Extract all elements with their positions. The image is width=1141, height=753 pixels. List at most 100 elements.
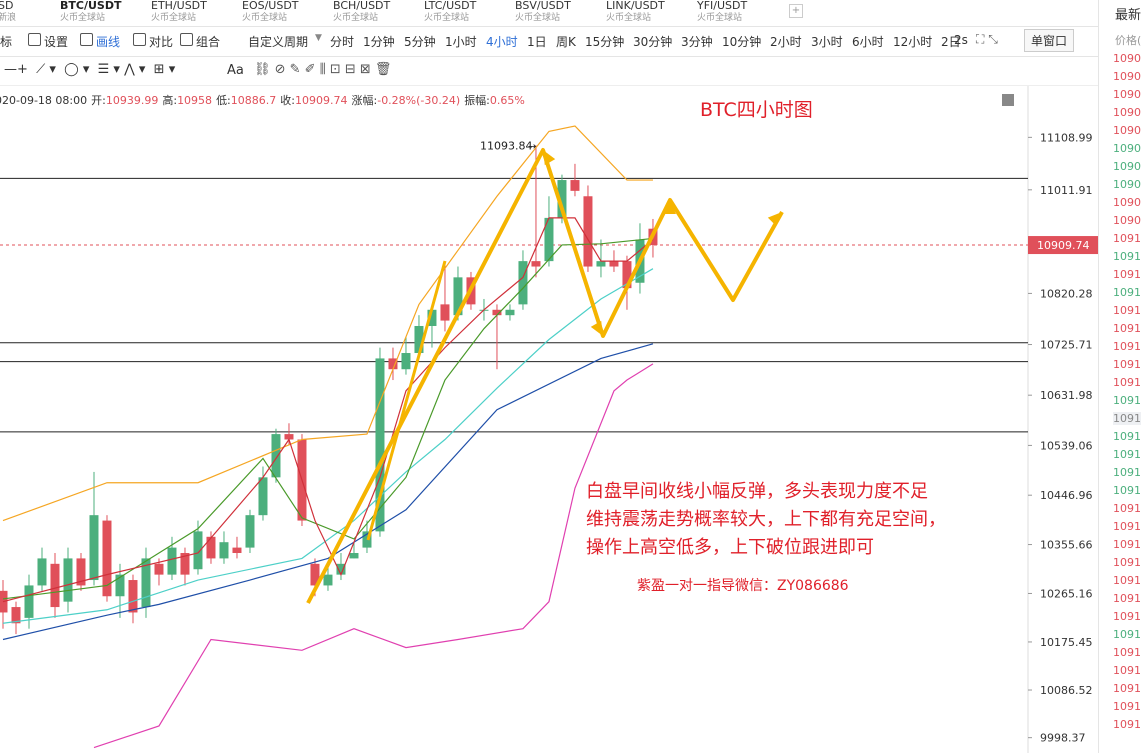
- ohlc-value: 10939.99: [105, 94, 159, 107]
- toolbar-button[interactable]: 设置: [44, 35, 69, 49]
- book-header: 最新: [1115, 8, 1141, 23]
- period-button[interactable]: 3小时: [811, 35, 843, 49]
- tab[interactable]: LINK/USDT 火币全球站: [606, 0, 665, 24]
- book-price: 10910: [1113, 412, 1141, 425]
- period-button[interactable]: 1分钟: [363, 35, 395, 49]
- window-select[interactable]: 单窗口: [1024, 29, 1075, 52]
- book-price: 10910: [1113, 682, 1141, 695]
- book-price-header: 价格(: [1115, 34, 1141, 47]
- tab[interactable]: BCH/USDT 火币全球站: [333, 0, 390, 24]
- tab-symbol: BSV/USDT: [515, 0, 571, 12]
- period-button[interactable]: 1日: [527, 35, 547, 49]
- candle-body: [557, 180, 567, 218]
- ohlc-info: 2020-09-18 08:00开:10939.99高:10958低:10886…: [0, 92, 525, 108]
- period-button[interactable]: 4小时: [486, 35, 518, 49]
- book-price: 10909: [1113, 178, 1141, 191]
- candle-body: [37, 558, 47, 586]
- y-tick-label: 10355.66: [1040, 539, 1093, 552]
- refresh-rate[interactable]: 2s: [954, 33, 968, 47]
- book-price: 10910: [1113, 610, 1141, 623]
- book-price: 10910: [1113, 358, 1141, 371]
- book-price: 10910: [1113, 700, 1141, 713]
- tool-icon[interactable]: —+ ⟋ ▾ ◯ ▾ ☰ ▾ ⋀ ▾ ⊞ ▾: [4, 62, 176, 77]
- period-button[interactable]: 1小时: [445, 35, 477, 49]
- book-price: 10910: [1113, 646, 1141, 659]
- bar-time: 2020-09-18 08:00: [0, 94, 88, 107]
- candle-body: [336, 563, 346, 575]
- book-price: 10910: [1113, 340, 1141, 353]
- period-button[interactable]: 2小时: [770, 35, 802, 49]
- add-tab[interactable]: +: [789, 4, 803, 18]
- toolbar-button[interactable]: 组合: [196, 35, 221, 49]
- candle-body: [24, 585, 34, 618]
- candle-body: [531, 261, 541, 267]
- period-button[interactable]: 分时: [330, 35, 355, 49]
- candle-body: [11, 607, 21, 624]
- window-icons: ⛶ ⤡: [976, 32, 998, 46]
- book-price: 10910: [1113, 232, 1141, 245]
- candle-body: [102, 520, 112, 597]
- toolbar-button[interactable]: 对比: [149, 35, 174, 49]
- y-tick-label: 10446.96: [1040, 489, 1093, 502]
- candle-body: [622, 261, 632, 289]
- candle-body: [583, 196, 593, 267]
- tool-text[interactable]: Aa: [227, 63, 244, 78]
- tab-symbol: EOS/USDT: [242, 0, 299, 12]
- toolbar-button[interactable]: 标: [0, 35, 13, 49]
- ohlc-value: 0.65%: [489, 94, 525, 107]
- annotation: 操作上高空低多，上下破位跟进即可: [586, 537, 874, 558]
- toolbar-icon: [28, 33, 41, 46]
- book-price: 10910: [1113, 556, 1141, 569]
- book-price: 10909: [1113, 160, 1141, 173]
- candle-body: [167, 547, 177, 575]
- tab[interactable]: EOS/USDT 火币全球站: [242, 0, 299, 24]
- book-price: 10910: [1113, 322, 1141, 335]
- candle-body: [596, 261, 606, 267]
- y-tick-label: 11011.91: [1040, 184, 1093, 197]
- candle-body: [128, 580, 138, 613]
- toolbar-button[interactable]: 画线: [96, 35, 121, 49]
- tab[interactable]: BTC/USDT 火币全球站: [60, 0, 121, 24]
- candle-body: [518, 261, 528, 305]
- y-tick-label: 11108.99: [1040, 131, 1093, 144]
- period-button[interactable]: 12小时: [893, 35, 933, 49]
- ohlc-label: 高:: [162, 94, 178, 107]
- candle-body: [453, 277, 463, 316]
- period-button[interactable]: 15分钟: [585, 35, 625, 49]
- book-price: 10909: [1113, 70, 1141, 83]
- book-price: 10910: [1113, 592, 1141, 605]
- custom-period[interactable]: 自定义周期: [248, 35, 309, 49]
- annotation: 白盘早间收线小幅反弹，多头表现力度不足: [586, 481, 928, 502]
- period-button[interactable]: 10分钟: [722, 35, 762, 49]
- candle-body: [89, 515, 99, 581]
- candle-body: [440, 304, 450, 321]
- candle-body: [570, 180, 580, 191]
- period-button[interactable]: 5分钟: [404, 35, 436, 49]
- period-button[interactable]: 2日: [941, 35, 961, 49]
- tab-exchange: 火币全球站: [242, 13, 288, 23]
- period-button[interactable]: 周K: [556, 35, 576, 49]
- tab[interactable]: LTC/USDT 火币全球站: [424, 0, 476, 24]
- candle-body: [323, 574, 333, 586]
- toolbar-icon: [180, 33, 193, 46]
- tool-icon[interactable]: ⛓ ⊘ ✎ ✐ ⫼ ⊡ ⊟ ⊠ 🗑: [254, 62, 392, 77]
- tab[interactable]: SD 新浪: [0, 0, 16, 24]
- tab-exchange: 火币全球站: [333, 13, 379, 23]
- watermark: 紫盈一对一指导微信：ZY086686: [637, 578, 849, 594]
- candle-body: [284, 434, 294, 440]
- period-button[interactable]: 30分钟: [633, 35, 673, 49]
- book-price: 10910: [1113, 574, 1141, 587]
- book-price: 10909: [1113, 52, 1141, 65]
- period-button[interactable]: 3分钟: [681, 35, 713, 49]
- candle-body: [206, 536, 216, 559]
- candle-body: [375, 358, 385, 532]
- tab[interactable]: ETH/USDT 火币全球站: [151, 0, 207, 24]
- indicator-line: [2, 268, 654, 624]
- tab[interactable]: YFI/USDT 火币全球站: [697, 0, 747, 24]
- candle-body: [154, 563, 164, 575]
- arrow-head: [590, 320, 603, 336]
- peak-label: 11093.84: [480, 140, 532, 153]
- book-price: 10910: [1113, 718, 1141, 731]
- period-button[interactable]: 6小时: [852, 35, 884, 49]
- tab[interactable]: BSV/USDT 火币全球站: [515, 0, 571, 24]
